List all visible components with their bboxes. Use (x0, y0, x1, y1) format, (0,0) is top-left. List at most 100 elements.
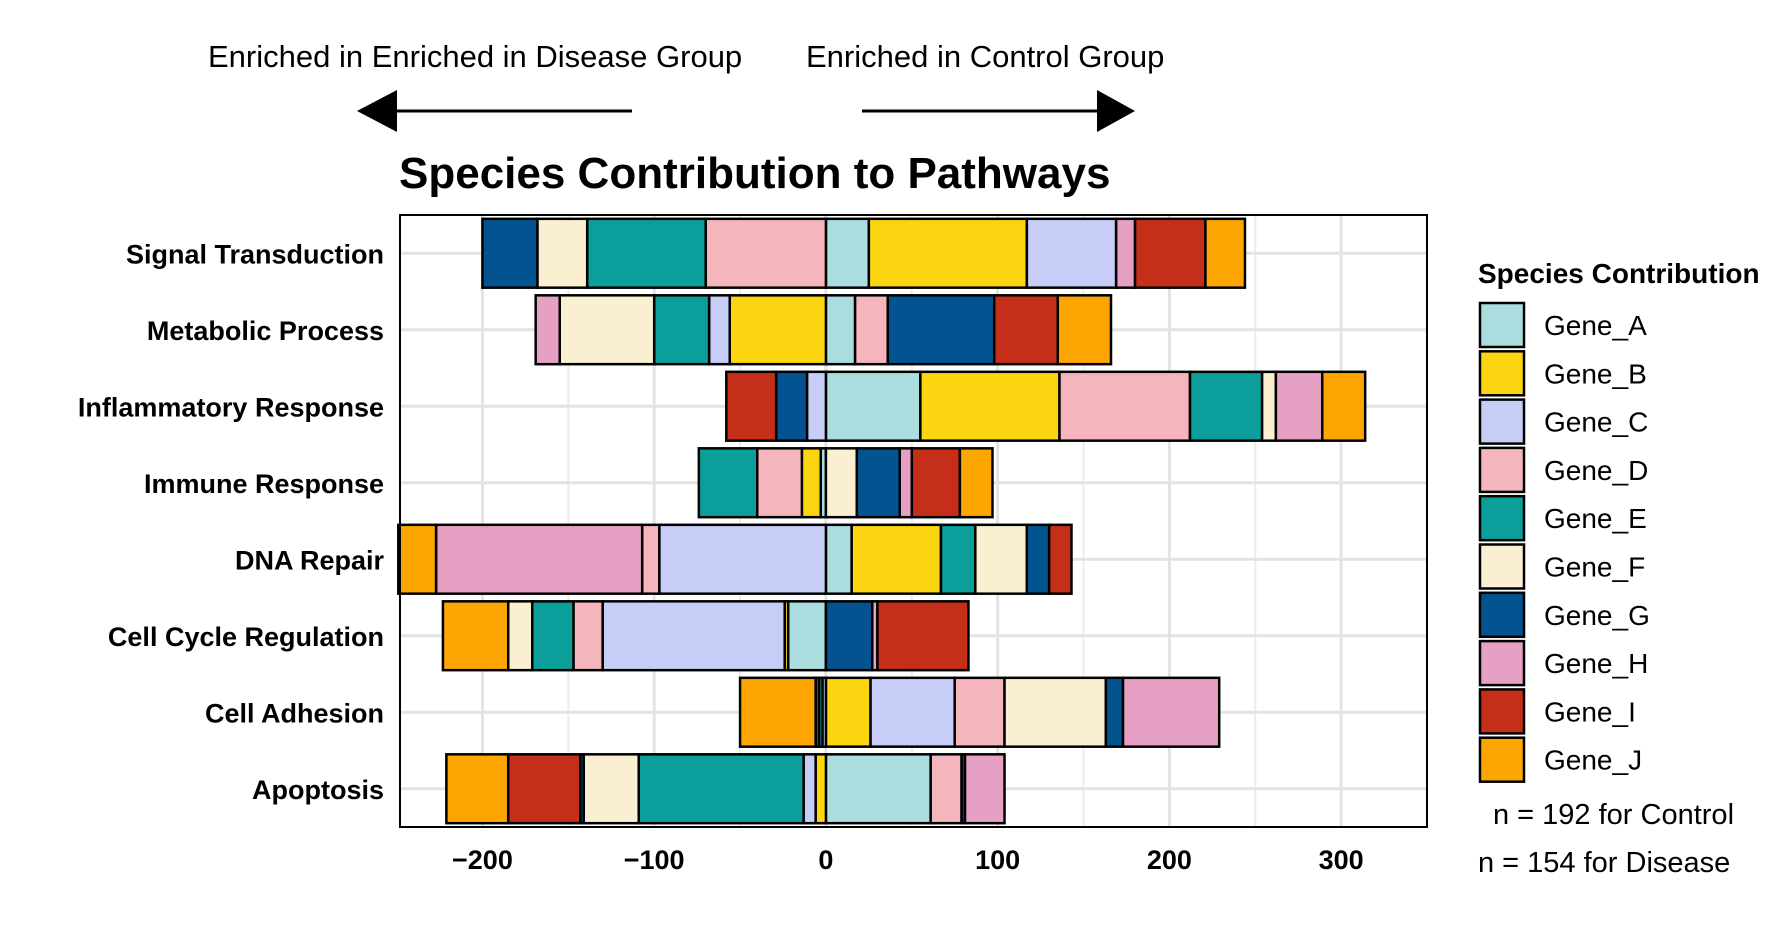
bar-segment (824, 294, 857, 366)
legend-swatch (1478, 591, 1526, 639)
bar-segment (1204, 217, 1247, 289)
bar-segment (725, 370, 778, 442)
category-label: Signal Transduction (126, 239, 384, 269)
legend-swatch (1478, 736, 1526, 783)
right-arrow (862, 90, 1135, 132)
note-control: n = 192 for Control (1493, 799, 1734, 831)
bar-segment (1104, 676, 1125, 748)
annotation-right-label: Enriched in Control Group (806, 39, 1164, 74)
bar-segment (738, 676, 817, 748)
category-label: Cell Adhesion (205, 698, 384, 728)
bar-segment (445, 753, 510, 825)
category-label: Apoptosis (252, 775, 384, 805)
bar-segment (1003, 676, 1108, 748)
bar-segment (850, 523, 943, 595)
bar-segment (534, 294, 561, 366)
legend-swatch (1478, 639, 1526, 687)
legend-swatch (1478, 301, 1526, 349)
x-tick-label: 100 (975, 845, 1020, 875)
bar-segment (774, 370, 809, 442)
bar-segment (441, 600, 510, 672)
bar-segment (755, 447, 804, 519)
x-tick-label: −100 (624, 845, 685, 875)
bar-segment (572, 600, 604, 672)
bar-segment (824, 370, 922, 442)
bar-segment (963, 753, 1006, 825)
bar-segment (919, 370, 1061, 442)
legend-label: Gene_I (1544, 696, 1636, 727)
bar-segment (853, 294, 889, 366)
legend-label: Gene_J (1544, 745, 1642, 776)
bar-segment (910, 447, 962, 519)
category-label: DNA Repair (235, 545, 385, 575)
category-label: Metabolic Process (147, 316, 384, 346)
x-axis-ticks: −200 −100 0 100 200 300 (452, 845, 1364, 875)
legend-label: Gene_E (1544, 503, 1647, 534)
bar-segment (728, 294, 828, 366)
bar-segment (929, 753, 963, 825)
bar-segment (974, 523, 1029, 595)
bar-segment (585, 217, 707, 289)
bar-segment (939, 523, 977, 595)
bar-segment (1260, 370, 1278, 442)
x-tick-label: −200 (452, 845, 513, 875)
bar-segment (1058, 370, 1192, 442)
legend-swatch (1478, 398, 1526, 445)
bar-segment (805, 370, 828, 442)
bar-segment (530, 600, 575, 672)
x-tick-label: 200 (1147, 845, 1192, 875)
note-disease: n = 154 for Disease (1478, 847, 1730, 879)
bar-segment (886, 294, 996, 366)
legend: Gene_A Gene_B Gene_C Gene_D Gene_E Gene_F Gene… (1478, 301, 1650, 783)
bar-segment (558, 294, 656, 366)
bar-segment (652, 294, 711, 366)
legend-label: Gene_B (1544, 358, 1647, 389)
bar-segment (1121, 676, 1221, 748)
bar-segment (824, 600, 874, 672)
bar-segment (601, 600, 786, 672)
legend-label: Gene_D (1544, 455, 1648, 486)
bar-segment (824, 676, 872, 748)
bar-segment (824, 217, 871, 289)
bar-segment (824, 523, 853, 595)
legend-swatch (1478, 446, 1526, 494)
bar-segment (704, 217, 828, 289)
bar-segment (824, 753, 932, 825)
bar-segment (953, 676, 1006, 748)
bar-segment (397, 523, 438, 595)
bar-segment (1025, 523, 1051, 595)
bar-segment (481, 217, 539, 289)
bar-segment (869, 676, 956, 748)
bar-segment (814, 753, 828, 825)
bar-segment (1056, 294, 1113, 366)
bar-segment (824, 447, 859, 519)
legend-title: Species Contribution (1478, 258, 1760, 289)
bar-segment (786, 600, 828, 672)
annotation-left-label: Enriched in Enriched in Disease Group (208, 39, 742, 74)
chart-title: Species Contribution to Pathways (399, 149, 1110, 198)
bar-segment (536, 217, 589, 289)
bar-segment (1047, 523, 1073, 595)
plot-border (399, 214, 1428, 828)
legend-label: Gene_H (1544, 648, 1648, 679)
bar-segment (800, 447, 823, 519)
bar-segment (506, 753, 582, 825)
bar-segment (1320, 370, 1367, 442)
bar-segment (992, 294, 1060, 366)
legend-swatch (1478, 543, 1526, 590)
bar-segment (898, 447, 914, 519)
bar-segment (640, 523, 661, 595)
bar-segment (855, 447, 902, 519)
category-label: Inflammatory Response (78, 392, 384, 422)
bar-segment (958, 447, 994, 519)
bar-segment (434, 523, 644, 595)
legend-label: Gene_F (1544, 552, 1645, 583)
bar-segment (876, 600, 970, 672)
x-tick-label: 0 (818, 845, 833, 875)
bar-segment (1133, 217, 1207, 289)
legend-swatch (1478, 688, 1526, 735)
bar-segment (637, 753, 805, 825)
bar-segment (1188, 370, 1264, 442)
legend-swatch (1478, 494, 1526, 542)
category-label: Immune Response (144, 469, 384, 499)
